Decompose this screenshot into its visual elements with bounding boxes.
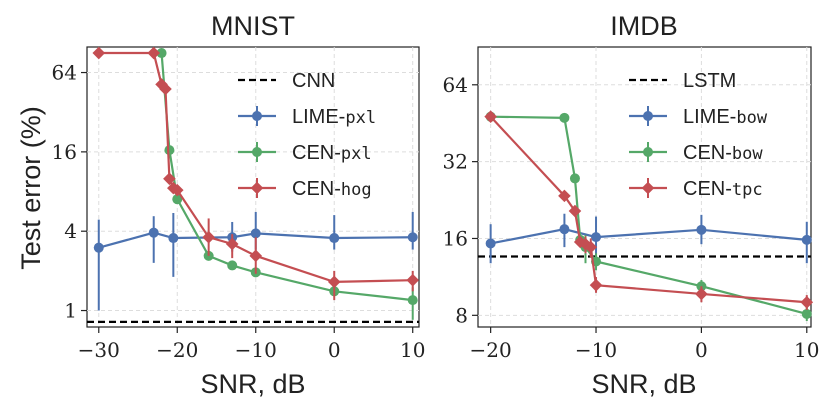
x-tick-label: −20	[470, 338, 512, 362]
legend-entry: CEN-pxl	[238, 142, 372, 164]
y-tick-label: 64	[52, 61, 77, 85]
mnist-series	[92, 46, 420, 320]
mnist-xlabel: SNR, dB	[200, 369, 305, 399]
y-tick-label: 8	[455, 303, 468, 327]
y-tick-label: 1	[64, 299, 77, 323]
x-tick-label: −10	[575, 338, 617, 362]
legend-label: CEN-tpc	[683, 178, 763, 200]
y-tick-label: 16	[52, 140, 77, 164]
mnist-panel: −30 −20 −10 0 10 1 4 16 64 MNIST SNR, dB CNN LIME…	[52, 11, 426, 399]
legend-label: LIME-bow	[683, 106, 768, 128]
data-point	[227, 260, 238, 271]
mnist-series-hog	[92, 46, 420, 301]
legend-label: CNN	[292, 70, 335, 92]
data-point	[407, 232, 418, 243]
data-point	[172, 194, 183, 205]
imdb-legend: LSTM LIME-bow CEN-bow CEN-tpc	[629, 70, 768, 200]
data-point	[589, 278, 603, 292]
data-point	[485, 238, 496, 249]
legend-entry: CEN-tpc	[629, 178, 763, 200]
series-line	[160, 52, 413, 302]
data-point	[156, 48, 167, 59]
legend-label: CEN-bow	[683, 142, 763, 164]
data-point	[202, 230, 215, 244]
data-point	[250, 228, 261, 239]
data-point	[484, 110, 497, 123]
data-point	[558, 189, 571, 203]
legend-marker	[252, 147, 262, 157]
legend-label: LSTM	[683, 70, 736, 92]
imdb-xlabel: SNR, dB	[591, 369, 696, 399]
y-tick-label: 64	[443, 73, 468, 97]
shared-ylabel: Test error (%)	[16, 106, 46, 270]
legend-label: LIME-pxl	[292, 106, 376, 128]
data-point	[591, 232, 602, 243]
mnist-legend: CNN LIME-pxl CEN-pxl CEN-hog	[238, 70, 376, 200]
x-tick-label: −20	[156, 338, 198, 362]
data-point	[801, 308, 812, 319]
x-tick-label: 0	[328, 338, 341, 362]
legend-entry: CNN	[238, 70, 335, 92]
legend-marker	[643, 111, 653, 121]
data-point	[801, 234, 812, 245]
data-point	[695, 287, 708, 301]
legend-label: CEN-hog	[292, 178, 372, 200]
data-point	[159, 82, 172, 96]
data-point	[148, 227, 159, 238]
legend-marker	[250, 181, 264, 195]
mnist-title: MNIST	[211, 11, 295, 41]
data-point	[147, 46, 161, 60]
legend-marker	[643, 147, 653, 157]
y-tick-label: 4	[64, 219, 77, 243]
legend-marker	[252, 111, 262, 121]
data-point	[329, 233, 340, 244]
data-point	[164, 145, 175, 156]
imdb-series	[484, 110, 814, 322]
legend-entry: CEN-bow	[629, 142, 763, 164]
data-point	[406, 273, 420, 287]
imdb-series-tpc	[484, 110, 814, 310]
data-point	[584, 240, 598, 254]
legend-entry: LIME-pxl	[238, 106, 376, 128]
data-point	[92, 46, 106, 60]
y-tick-label: 32	[443, 150, 468, 174]
imdb-title: IMDB	[610, 11, 678, 41]
imdb-panel: −20 −10 0 10 8 16 32 64 IMDB SNR, dB LSTM LIME-b…	[443, 11, 820, 399]
mnist-ticks: −30 −20 −10 0 10 1 4 16 64	[52, 61, 426, 362]
data-point	[225, 237, 239, 251]
data-point	[327, 275, 341, 289]
data-point	[168, 233, 179, 244]
x-tick-label: 10	[794, 338, 819, 362]
data-point	[249, 249, 263, 263]
data-point	[800, 295, 814, 309]
data-point	[407, 295, 418, 306]
legend-entry: LSTM	[629, 70, 736, 92]
legend-entry: CEN-hog	[238, 178, 372, 200]
legend-entry: LIME-bow	[629, 106, 768, 128]
data-point	[559, 112, 570, 123]
x-tick-label: −10	[235, 338, 277, 362]
imdb-ticks: −20 −10 0 10 8 16 32 64	[443, 73, 820, 362]
y-tick-label: 16	[443, 226, 468, 250]
data-point	[569, 173, 580, 184]
data-point	[559, 224, 570, 235]
data-point	[170, 183, 184, 197]
legend-marker	[641, 181, 655, 195]
data-point	[696, 224, 707, 235]
data-point	[568, 204, 582, 218]
mnist-series-pxl	[156, 48, 418, 320]
x-tick-label: 10	[400, 338, 425, 362]
legend-label: CEN-pxl	[292, 142, 372, 164]
data-point	[93, 242, 104, 253]
x-tick-label: 0	[695, 338, 708, 362]
x-tick-label: −30	[78, 338, 120, 362]
data-point	[163, 172, 176, 186]
